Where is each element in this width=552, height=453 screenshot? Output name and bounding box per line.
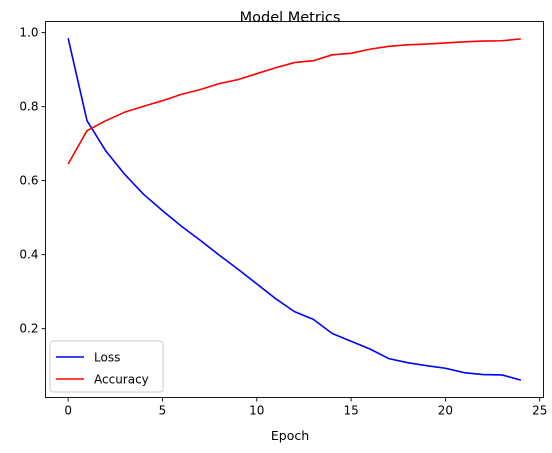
x-tick-label: 0 <box>64 404 72 418</box>
x-tick-label: 25 <box>532 404 547 418</box>
series-line-loss <box>67 37 522 381</box>
legend-label-loss: Loss <box>94 351 120 365</box>
x-tick-label: 5 <box>159 404 167 418</box>
x-tick-label: 15 <box>343 404 358 418</box>
x-tick-label: 20 <box>438 404 453 418</box>
x-axis-label: Epoch <box>271 428 309 443</box>
legend: Loss Accuracy <box>49 340 164 393</box>
chart-title: Model Metrics <box>240 10 341 26</box>
y-tick-label: 1.0 <box>19 26 38 40</box>
y-tick-label: 0.6 <box>19 174 38 188</box>
plot-frame <box>45 21 544 398</box>
x-tick-label: 10 <box>249 404 264 418</box>
series-layer <box>67 37 522 381</box>
legend-label-accuracy: Accuracy <box>94 373 149 387</box>
series-line-accuracy <box>67 38 521 165</box>
y-tick-label: 0.4 <box>19 248 38 262</box>
y-tick-label: 0.8 <box>19 100 38 114</box>
axes-layer: 0 5 10 15 20 25 0.2 0.4 0.6 0.8 1.0 <box>19 26 547 418</box>
y-tick-label: 0.2 <box>19 322 38 336</box>
